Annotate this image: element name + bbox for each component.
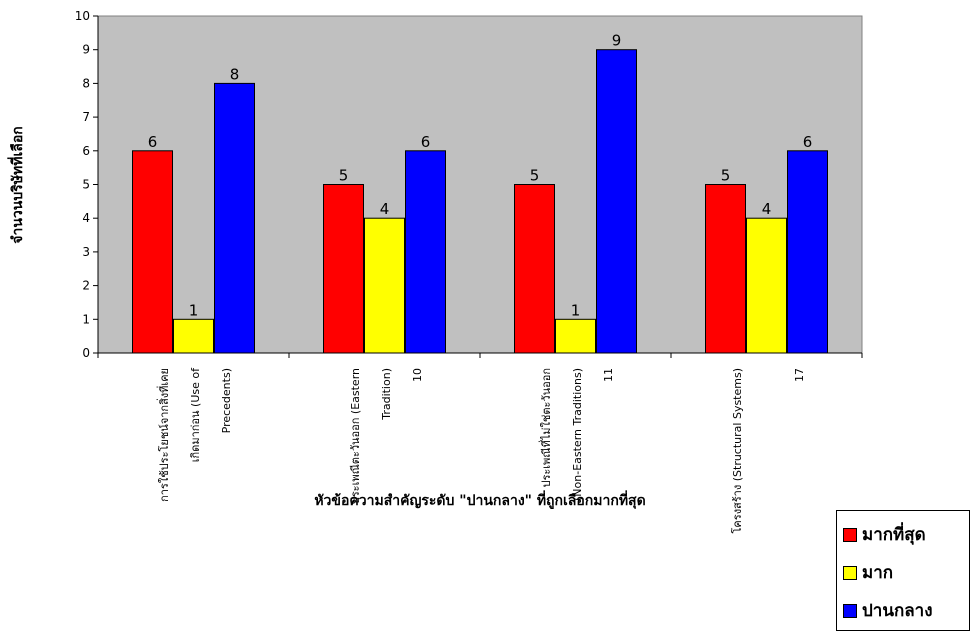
category-label: ประเพณีตะวันออก (Eastern bbox=[349, 368, 362, 504]
legend-swatch-blue bbox=[843, 603, 857, 618]
y-tick-label: 9 bbox=[82, 43, 90, 57]
y-tick-label: 10 bbox=[75, 9, 90, 23]
category-label: 11 bbox=[602, 368, 615, 382]
bar bbox=[596, 49, 637, 354]
y-tick-label: 0 bbox=[82, 346, 90, 360]
bar bbox=[555, 318, 596, 354]
category-label: (Non-Eastern Traditions) bbox=[571, 368, 584, 501]
bar bbox=[746, 217, 787, 354]
category-label: การใช้ประโยชน์จากสิ่งที่เคย bbox=[156, 368, 171, 502]
y-tick-label: 8 bbox=[82, 76, 90, 90]
category-label: 10 bbox=[411, 368, 424, 382]
bar-value-label: 6 bbox=[148, 133, 158, 151]
category-label: ประเพณีที่ไม่ใช่ตะวันออก bbox=[538, 368, 553, 488]
bar bbox=[173, 318, 214, 354]
bar bbox=[405, 150, 446, 354]
legend-swatch-red bbox=[843, 527, 857, 542]
bars: 6 5 5 5 1 4 1 4 8 6 9 6 bbox=[132, 32, 828, 354]
y-tick-label: 2 bbox=[82, 279, 90, 293]
legend-label: มาก bbox=[862, 563, 894, 583]
category-label: โครงสร้าง (Structural Systems) bbox=[730, 368, 744, 533]
bar-value-label: 6 bbox=[421, 133, 431, 151]
bar-value-label: 4 bbox=[380, 200, 390, 218]
y-tick-label: 4 bbox=[82, 211, 90, 225]
bar-value-label: 1 bbox=[571, 301, 581, 319]
bar-value-label: 9 bbox=[612, 32, 622, 50]
category-label: 17 bbox=[793, 368, 806, 382]
y-tick-label: 7 bbox=[82, 110, 90, 124]
bar bbox=[214, 82, 255, 354]
legend-label: มากที่สุด bbox=[862, 525, 926, 545]
y-tick-label: 5 bbox=[82, 178, 90, 192]
bar bbox=[787, 150, 828, 354]
y-axis: 0 1 2 3 4 5 6 7 8 9 10 bbox=[75, 9, 99, 360]
bar-value-label: 5 bbox=[530, 167, 540, 185]
legend-label: ปานกลาง bbox=[862, 601, 933, 621]
legend: มากที่สุด มาก ปานกลาง bbox=[836, 510, 970, 631]
x-axis: การใช้ประโยชน์จากสิ่งที่เคย เกิดมาก่อน (U… bbox=[97, 352, 863, 533]
category-label: เกิดมาก่อน (Use of bbox=[189, 367, 202, 462]
bar bbox=[364, 217, 405, 354]
x-axis-label: หัวข้อความสำคัญระดับ "ปานกลาง" ที่ถูกเลื… bbox=[314, 490, 645, 509]
bar-value-label: 8 bbox=[230, 65, 240, 83]
bar bbox=[323, 184, 364, 354]
bar-value-label: 5 bbox=[339, 167, 349, 185]
y-axis-label: จำนวนบริษัทที่เลือก bbox=[7, 126, 26, 243]
y-tick-label: 6 bbox=[82, 144, 90, 158]
y-tick-label: 1 bbox=[82, 312, 90, 326]
bar-value-label: 5 bbox=[721, 167, 731, 185]
legend-swatch-yellow bbox=[843, 565, 857, 580]
legend-item-series-1: มากที่สุด bbox=[843, 521, 926, 548]
bar bbox=[705, 184, 746, 354]
category-label: Precedents) bbox=[220, 368, 233, 433]
legend-item-series-3: ปานกลาง bbox=[843, 597, 933, 624]
bar-value-label: 4 bbox=[762, 200, 772, 218]
bar bbox=[132, 150, 173, 354]
bar-value-label: 6 bbox=[803, 133, 813, 151]
y-tick-label: 3 bbox=[82, 245, 90, 259]
bar-value-label: 1 bbox=[189, 301, 199, 319]
legend-item-series-2: มาก bbox=[843, 559, 893, 586]
category-label: Tradition) bbox=[380, 368, 393, 421]
bar bbox=[514, 184, 555, 354]
